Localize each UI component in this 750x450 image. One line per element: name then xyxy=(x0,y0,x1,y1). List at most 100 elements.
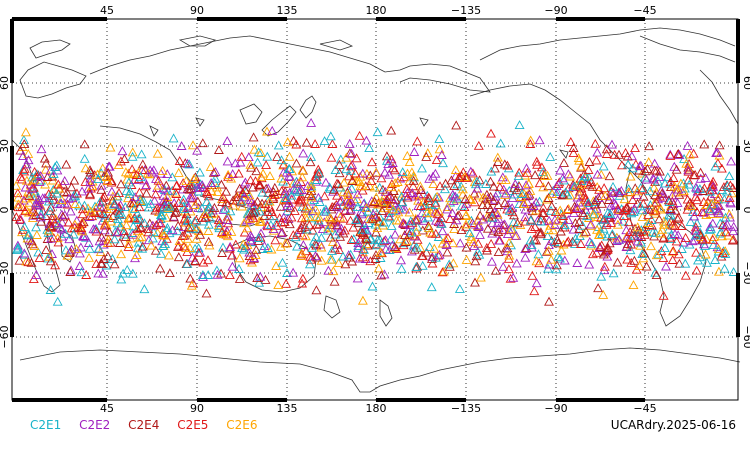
occultation-point xyxy=(51,188,62,198)
occultation-point xyxy=(526,240,537,250)
occultation-point xyxy=(658,216,669,226)
occultation-point xyxy=(291,158,302,168)
occultation-point xyxy=(346,148,357,158)
occultation-point xyxy=(425,198,436,208)
occultation-point xyxy=(283,197,294,207)
longitude-tick-label: 135 xyxy=(277,402,298,415)
occultation-point xyxy=(47,214,58,224)
occultation-point xyxy=(597,229,608,239)
occultation-point xyxy=(343,171,354,181)
occultation-point xyxy=(206,178,217,188)
occultation-point xyxy=(297,273,308,283)
occultation-point xyxy=(523,178,534,188)
occultation-point xyxy=(193,247,204,257)
occultation-point xyxy=(673,230,684,240)
occultation-point xyxy=(451,215,462,225)
occultation-point xyxy=(543,240,554,250)
occultation-point xyxy=(96,184,107,194)
occultation-point xyxy=(639,248,650,258)
occultation-point xyxy=(40,193,50,203)
occultation-point xyxy=(720,212,731,222)
occultation-point xyxy=(245,235,256,245)
occultation-point xyxy=(97,192,108,202)
occultation-point xyxy=(444,261,455,271)
occultation-point xyxy=(635,160,646,170)
occultation-point xyxy=(48,194,59,204)
occultation-point xyxy=(705,208,716,218)
occultation-point xyxy=(546,205,556,215)
latitude-tick-label: −30 xyxy=(741,261,750,284)
occultation-point xyxy=(294,195,305,205)
occultation-point xyxy=(313,164,324,174)
occultation-point xyxy=(406,227,417,237)
occultation-point xyxy=(437,238,448,248)
occultation-point xyxy=(440,178,451,188)
occultation-point xyxy=(286,190,297,200)
occultation-point xyxy=(198,182,209,192)
occultation-point xyxy=(340,205,351,215)
occultation-point xyxy=(248,132,259,142)
occultation-point xyxy=(626,239,637,249)
occultation-point xyxy=(56,231,67,241)
occultation-point xyxy=(421,151,432,161)
occultation-point xyxy=(230,158,241,168)
occultation-point xyxy=(201,288,212,298)
occultation-point xyxy=(85,167,96,177)
occultation-point xyxy=(586,238,597,248)
occultation-point xyxy=(384,212,395,222)
occultation-point xyxy=(355,171,366,181)
occultation-point xyxy=(544,296,554,306)
occultation-point xyxy=(572,258,583,267)
occultation-point xyxy=(575,181,586,191)
occultation-point xyxy=(31,210,42,219)
occultation-point xyxy=(134,232,145,242)
occultation-point xyxy=(183,222,194,232)
occultation-point xyxy=(720,248,731,258)
occultation-point xyxy=(531,205,542,215)
occultation-point xyxy=(276,217,287,227)
occultation-point xyxy=(184,180,195,190)
occultation-point xyxy=(662,172,673,182)
occultation-point xyxy=(109,259,120,269)
occultation-point xyxy=(402,235,412,245)
occultation-point xyxy=(411,242,422,252)
occultation-point xyxy=(638,198,649,208)
occultation-point xyxy=(499,198,510,208)
occultation-point xyxy=(472,176,482,186)
occultation-point xyxy=(659,243,670,253)
occultation-point xyxy=(402,192,413,202)
occultation-point xyxy=(332,221,343,231)
occultation-point xyxy=(19,139,30,149)
occultation-point xyxy=(627,163,638,173)
latitude-tick-label: −30 xyxy=(0,261,11,284)
occultation-point xyxy=(504,237,514,247)
occultation-point xyxy=(248,207,259,217)
occultation-point xyxy=(700,172,711,182)
occultation-point xyxy=(276,155,287,165)
occultation-point xyxy=(53,179,64,189)
occultation-point xyxy=(77,204,88,214)
occultation-point xyxy=(532,159,543,169)
occultation-point xyxy=(12,188,23,198)
occultation-point xyxy=(353,217,364,227)
occultation-point xyxy=(213,215,224,225)
occultation-point xyxy=(486,166,497,176)
occultation-point xyxy=(311,285,322,295)
occultation-point xyxy=(99,225,110,235)
occultation-point xyxy=(350,168,361,178)
occultation-point xyxy=(379,167,390,177)
occultation-point xyxy=(244,247,255,257)
occultation-point xyxy=(376,173,387,183)
occultation-point xyxy=(612,203,623,213)
occultation-point xyxy=(654,214,665,224)
occultation-point xyxy=(486,128,496,138)
occultation-point xyxy=(26,236,37,246)
occultation-point xyxy=(425,227,436,237)
occultation-point xyxy=(467,168,478,178)
occultation-point xyxy=(377,184,388,194)
occultation-point xyxy=(527,270,538,280)
occultation-point xyxy=(88,224,99,234)
occultation-point xyxy=(353,240,364,250)
occultation-point xyxy=(614,187,625,197)
